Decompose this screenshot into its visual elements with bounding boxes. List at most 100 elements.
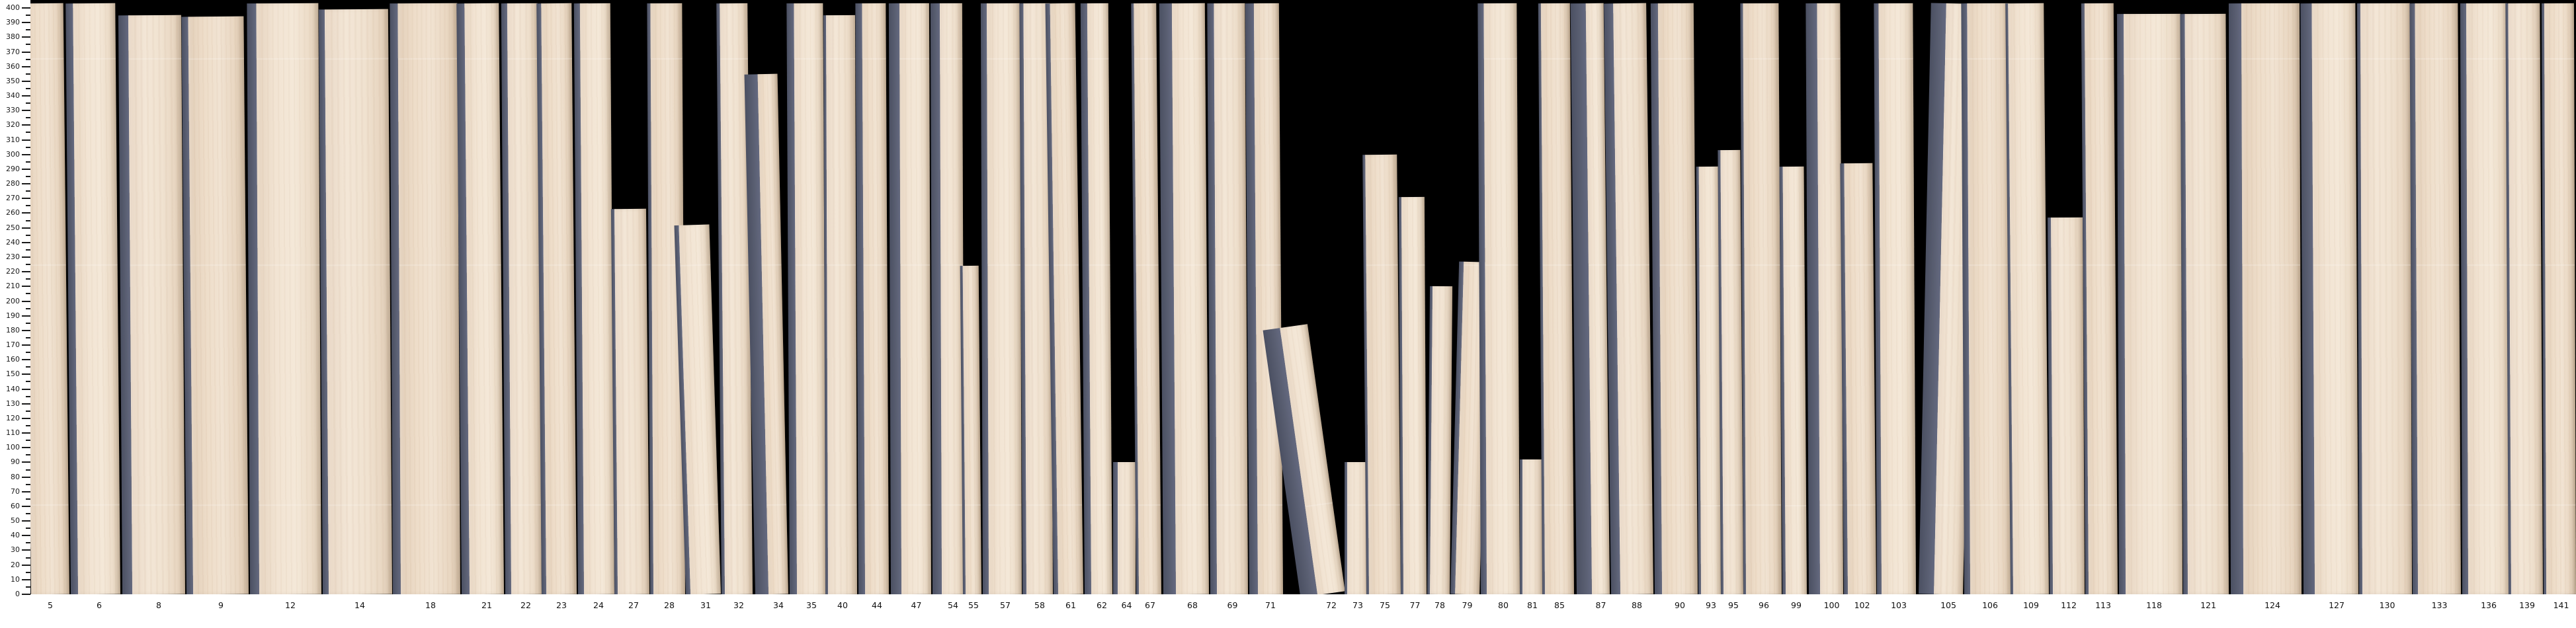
x-axis-tick-label: 54 [948,600,958,610]
wall-seam-line [1818,264,1842,266]
y-axis-minor-tick [26,15,30,17]
wall-seam-line [2311,58,2356,60]
y-axis-major-tick [22,198,30,200]
wall-seam-line [1700,504,1721,506]
wall-seam-line [1026,504,1053,506]
wall-seam-line [900,264,931,266]
plank-bar-group [2460,3,2509,594]
plank-bar [1613,3,1653,594]
wall-seam-line [77,504,120,506]
y-axis-tick-label: 70 [11,487,20,496]
plank-bar [794,3,826,594]
y-axis-minor-tick [26,483,30,485]
x-axis-tick-label: 102 [1854,600,1870,610]
plank-bar-group [1840,163,1876,594]
x-axis-tick-label: 71 [1265,600,1276,610]
wall-seam-line [2544,58,2575,60]
x-axis-tick-label: 44 [872,600,882,610]
x-axis-tick-label: 40 [837,600,848,610]
y-axis-major-tick [22,286,30,288]
wall-seam-line [2241,58,2300,60]
wall-seam-line [1614,58,1647,60]
x-axis-tick-label: 105 [1940,600,1956,610]
y-axis-minor-tick [26,249,30,251]
wall-seam-line [864,504,889,506]
wall-seam-line [1305,502,1333,508]
wall-seam-line [1172,58,1206,60]
wall-seam-line [507,58,538,60]
plank-bar [2241,3,2302,594]
wall-seam-line [192,504,248,506]
y-axis-minor-tick [26,190,30,192]
y-axis-tick-label: 310 [6,135,20,144]
plank-bar [506,3,541,594]
plank-bar-group [960,266,981,594]
y-axis-tick-label: 180 [6,325,20,334]
x-axis-tick-label: 118 [2146,600,2162,610]
plank-bar [1817,3,1843,594]
y-axis-tick-label: 220 [6,267,20,276]
wall-seam-line [2417,504,2461,506]
wall-seam-line [1588,264,1606,266]
plank-bar-group [2541,3,2576,594]
y-axis-minor-tick [26,146,30,148]
wall-seam-line [1024,264,1052,266]
wall-seam-line [2124,58,2181,60]
wall-seam-line [1486,504,1520,506]
plank-bar-group [1207,3,1248,594]
y-axis-major-tick [22,417,30,419]
wall-seam-line [1457,504,1482,506]
wall-seam-line [899,58,930,60]
y-axis-minor-tick [26,454,30,456]
plank-bar-group [1113,462,1136,594]
y-axis-major-tick [22,549,30,551]
y-axis-tick-label: 300 [6,149,20,159]
plank-bar [2184,13,2229,594]
x-axis-tick-label: 68 [1187,600,1198,610]
wall-seam-line [130,264,183,266]
plank-bar-group [2409,3,2461,594]
y-axis-minor-tick [26,440,30,442]
wall-seam-line [761,264,782,266]
x-axis-tick-label: 22 [520,600,531,610]
plank-bar [128,15,185,594]
wall-seam-line [2361,264,2411,266]
wall-seam-line [863,264,888,266]
y-axis-tick-label: 230 [6,252,20,261]
wall-seam-line [543,264,574,266]
plank-bar [1720,150,1743,594]
y-axis-major-tick [22,359,30,361]
x-axis-tick-label: 64 [1121,600,1132,610]
y-axis-major-tick [22,168,30,170]
wall-seam-line [1054,264,1079,266]
y-axis-minor-tick [26,102,30,104]
plank-bar [1214,3,1248,594]
wall-seam-line [30,58,64,60]
wall-seam-line [901,504,931,506]
x-axis-tick-label: 27 [628,600,639,610]
wall-seam-line [653,504,685,506]
plank-bar [1253,3,1283,594]
y-axis-minor-tick [26,571,30,573]
x-axis-tick-label: 139 [2519,600,2535,610]
plank-bar [1483,3,1520,594]
plank-bar-group [1570,3,1610,594]
x-axis-tick-label: 85 [1554,600,1565,610]
y-axis-tick-label: 60 [11,501,20,510]
plank-bar-group [1398,196,1427,594]
y-axis: 0 10 20 30 40 50 60 70 80 90 100 110 120 130 140 150 160… [0,0,30,628]
wall-seam-line [650,58,683,60]
x-axis-tick-label: 99 [1791,600,1802,610]
plank-bar [541,3,577,594]
wall-seam-line [325,264,390,266]
plank-bar-group [1477,3,1520,594]
wall-seam-line [2187,504,2229,506]
y-axis-major-tick [22,520,30,522]
plank-bar-group [2116,13,2182,594]
x-axis-tick-label: 28 [664,600,675,610]
wall-seam-line [1881,504,1916,506]
x-axis-tick-label: 8 [156,600,161,610]
wall-seam-line [2184,58,2226,60]
y-axis-tick-label: 270 [6,194,20,203]
x-axis-tick-label: 96 [1759,600,1769,610]
